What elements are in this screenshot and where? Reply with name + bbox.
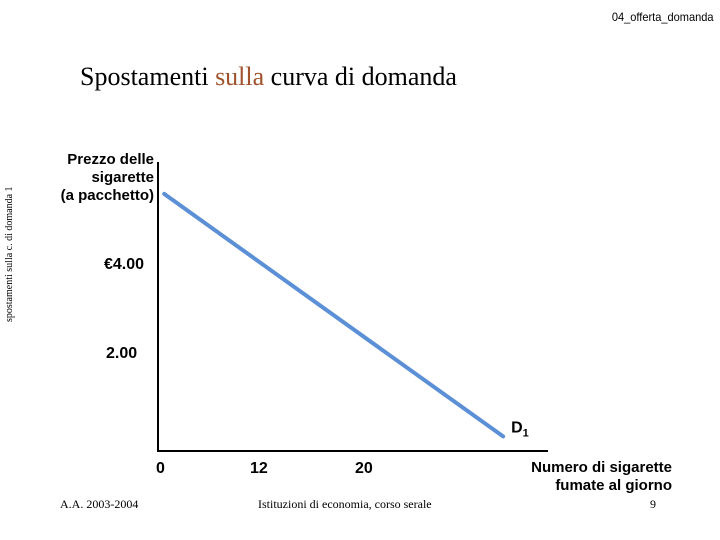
title-part-2: curva di domanda	[264, 62, 457, 91]
y-axis-label-line: (a pacchetto)	[60, 187, 154, 204]
footer-course-name: Istituzioni di economia, corso serale	[258, 497, 432, 511]
slide-title: Spostamenti sulla curva di domanda	[80, 62, 457, 92]
demand-curve-label: D1	[511, 419, 529, 439]
x-axis-label: Numero di sigarette fumate al giorno	[480, 459, 672, 495]
slide-header-tag: 04_offerta_domanda	[612, 10, 714, 24]
y-axis-label: Prezzo delle sigarette (a pacchetto)	[30, 151, 154, 205]
demand-curve-label-main: D	[511, 419, 523, 436]
footer-academic-year: A.A. 2003-2004	[60, 497, 139, 511]
y-axis-label-line: sigarette	[91, 169, 154, 186]
y-axis-label-line: Prezzo delle	[67, 151, 154, 168]
series-layer: D1	[162, 191, 529, 439]
x-axis-label-line: fumate al giorno	[555, 477, 672, 494]
x-axis-label-line: Numero di sigarette	[531, 459, 672, 476]
demand-curve-line	[162, 191, 506, 439]
title-accent-word: sulla	[215, 62, 265, 91]
demand-curve-label-subscript: 1	[523, 427, 529, 439]
x-tick-label: 0	[156, 460, 165, 477]
y-tick-label: 2.00	[106, 345, 138, 362]
page-number: 9	[650, 497, 656, 511]
x-tick-label: 12	[250, 460, 268, 477]
x-tick-label: 20	[355, 460, 373, 477]
y-tick-label: €4.00	[104, 256, 145, 273]
title-part-1: Spostamenti	[80, 62, 216, 91]
